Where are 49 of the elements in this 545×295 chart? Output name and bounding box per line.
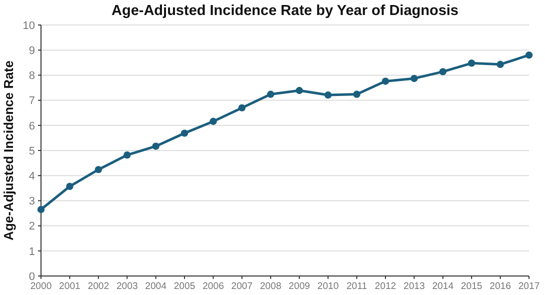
y-tick-label: 1 [28,246,35,258]
x-tick-label: 2002 [88,281,110,292]
x-tick-label: 2009 [288,281,310,292]
y-tick-label: 9 [28,44,35,57]
y-axis-title: Age-Adjusted Incidence Rate [1,60,16,240]
x-tick-label: 2015 [460,281,482,292]
y-tick-label: 7 [28,95,35,108]
y-tick-label: 5 [28,145,35,158]
y-tick-label: 3 [28,196,35,208]
y-tick-label: 4 [28,170,35,182]
x-tick-label: 2008 [260,281,282,292]
y-tick-label: 10 [22,20,35,32]
chart-title: Age-Adjusted Incidence Rate by Year of Diagnosis [111,3,459,19]
point [296,86,303,94]
point [525,52,533,59]
x-tick-label: 2013 [404,281,425,292]
x-tick-label: 2000 [30,281,52,292]
point [210,118,217,125]
point [468,60,476,67]
y-tick-label: 0 [28,270,35,283]
x-tick-label: 2007 [231,281,253,292]
x-tick-label: 2001 [59,281,80,292]
point [152,142,160,150]
x-tick-label: 2006 [202,281,224,292]
y-tick-label: 8 [28,70,35,82]
x-tick-label: 2011 [346,281,368,292]
x-tick-label: 2017 [518,281,540,292]
x-tick-label: 2012 [374,281,396,292]
x-tick-label: 2014 [432,281,454,292]
point [382,78,390,85]
point [267,90,274,98]
point [324,91,332,99]
y-tick-label: 2 [28,220,35,233]
x-tick-label: 2010 [317,281,339,292]
point [94,166,102,174]
point [410,74,418,82]
x-tick-label: 2004 [145,281,168,292]
point [238,104,246,112]
x-tick-label: 2003 [116,281,138,292]
point [66,182,74,190]
x-tick-label: 2016 [490,281,511,292]
point [353,90,360,98]
point [439,68,446,76]
point [180,130,188,137]
point [496,60,504,68]
y-tick-label: 6 [28,120,35,132]
x-tick-label: 2005 [174,281,196,292]
point [37,206,45,214]
point [124,151,131,159]
